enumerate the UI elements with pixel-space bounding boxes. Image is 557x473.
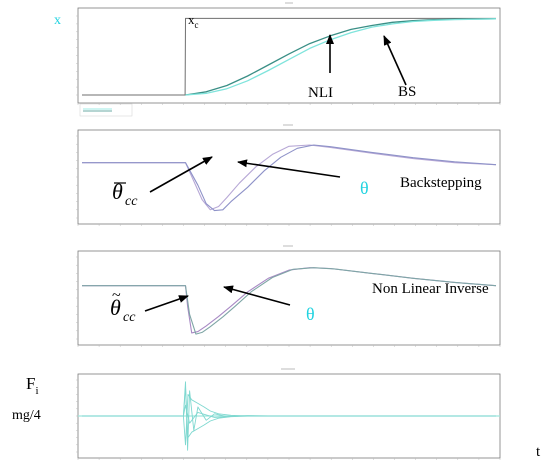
- bs-arrow: [383, 35, 407, 86]
- theta-bar-cc-arrow: [149, 156, 213, 193]
- panel-4-title-smudge: [281, 368, 295, 370]
- series-line-3-2: [82, 267, 497, 335]
- series-line-2-2: [82, 144, 497, 212]
- theta-bar-cc-symbol: θ: [112, 179, 123, 204]
- panel-2-series: [76, 135, 501, 226]
- nli-label: NLI: [308, 85, 333, 101]
- panel-2-title-smudge: [283, 124, 293, 126]
- panel-1-title-smudge: [285, 2, 293, 4]
- series-line-1-1: [82, 17, 496, 96]
- theta-tilde-cc-sub: cc: [123, 310, 136, 325]
- xc-label: xc: [188, 12, 199, 30]
- theta-nli-arrow: [223, 285, 291, 306]
- series-line-4-4: [82, 404, 496, 424]
- theta-bar-cc-sub: cc: [125, 194, 138, 209]
- mg4-label: mg/4: [12, 408, 41, 423]
- theta-nli-label: θ: [306, 304, 315, 324]
- panel-1-frame: [77, 7, 501, 104]
- theta-bs-arrow: [237, 159, 341, 178]
- theta-tilde-cc-symbol: θ: [110, 295, 121, 320]
- fi-label: Fi: [26, 374, 39, 397]
- panel-4-series: [76, 379, 501, 460]
- series-line-2-1: [82, 144, 497, 211]
- t-label: t: [536, 444, 541, 460]
- bs-label: BS: [398, 84, 416, 100]
- panel-3-frame: [77, 250, 501, 346]
- panel-3-series: [76, 256, 501, 347]
- panel-1-legend-box: [79, 103, 133, 117]
- x-label: x: [54, 13, 61, 28]
- series-line-4-2: [82, 393, 496, 446]
- theta-bar-cc-label: θ cc: [112, 179, 138, 209]
- xc-main: x: [188, 12, 195, 27]
- fi-sub: i: [35, 385, 38, 397]
- fi-main: F: [26, 374, 35, 393]
- panel-3-title-smudge: [283, 245, 293, 247]
- nonlinear-inverse-label: Non Linear Inverse: [372, 281, 489, 297]
- theta-tilde-mark: ~: [112, 287, 121, 304]
- theta-bs-label: θ: [360, 178, 369, 198]
- xc-sub: c: [195, 20, 199, 30]
- theta-tilde-cc-label: ~ θ cc: [110, 287, 136, 325]
- panel-2-frame: [77, 129, 501, 225]
- theta-tilde-cc-arrow: [144, 295, 189, 312]
- backstepping-label: Backstepping: [400, 175, 482, 191]
